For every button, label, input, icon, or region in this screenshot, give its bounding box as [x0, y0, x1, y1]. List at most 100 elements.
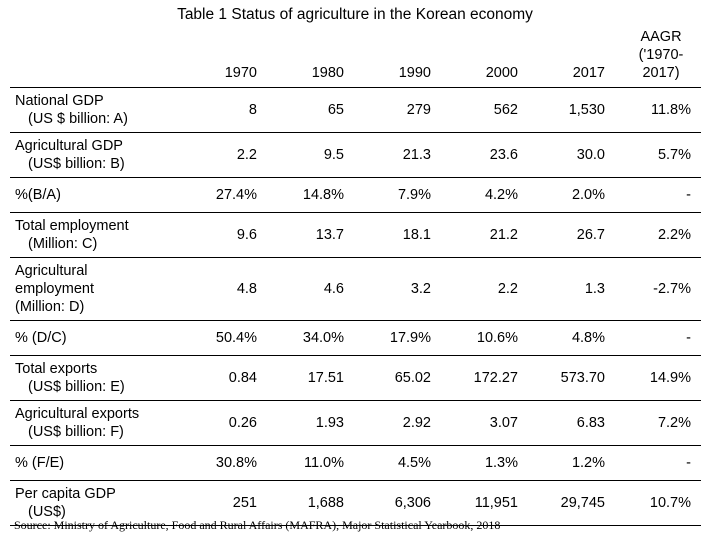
row-label: Total employment (Million: C) — [10, 213, 178, 258]
value-cell: 4.6 — [323, 281, 344, 297]
table-row: Agricultural GDP (US$ billion: B) 2.2 9.5 21… — [10, 132, 701, 178]
value-cell: 30.0 — [576, 147, 605, 163]
value-cell: 4.8% — [571, 330, 605, 346]
header-year: 2017 — [572, 65, 605, 81]
row-label-line: (US$) — [28, 504, 66, 520]
row-label: % (F/E) — [10, 446, 178, 481]
value-cell: 26.7 — [576, 227, 605, 243]
row-label-line: (Million: C) — [28, 236, 98, 252]
value-cell: 3.07 — [489, 415, 518, 431]
value-cell: 10.6% — [476, 330, 518, 346]
row-label-line: % (D/C) — [15, 330, 67, 346]
value-cell: 65 — [327, 102, 344, 118]
row-label-line: (US $ billion: A) — [28, 111, 128, 127]
header-year: 1990 — [398, 65, 431, 81]
value-cell: 2.2 — [236, 147, 257, 163]
value-cell: 11.0% — [303, 455, 344, 471]
aagr-cell: 7.2% — [657, 415, 691, 431]
value-cell: 3.2 — [410, 281, 431, 297]
value-cell: 2.2 — [497, 281, 518, 297]
value-cell: 6.83 — [576, 415, 605, 431]
header-label-cell — [10, 28, 178, 88]
header-aagr-line: ('1970-2017) — [638, 47, 684, 81]
value-cell: 29,745 — [560, 495, 605, 511]
row-label-line: %(B/A) — [15, 187, 61, 203]
aagr-cell: - — [686, 455, 691, 471]
value-cell: 4.5% — [397, 455, 431, 471]
row-label: Total exports (US$ billion: E) — [10, 356, 178, 401]
row-label-line: Agricultural GDP — [15, 138, 123, 154]
value-cell: 1.93 — [315, 415, 344, 431]
row-label-line: Per capita GDP — [15, 486, 116, 502]
value-cell: 172.27 — [473, 370, 518, 386]
row-label: % (D/C) — [10, 321, 178, 356]
value-cell: 27.4% — [215, 187, 257, 203]
value-cell: 1,688 — [307, 495, 344, 511]
value-cell: 34.0% — [302, 330, 344, 346]
table-row: Per capita GDP (US$) 251 1,688 6,306 11,951 29… — [10, 480, 701, 526]
table-row: Total employment (Million: C) 9.6 13.7 18.1 2… — [10, 212, 701, 258]
row-label-line: % (F/E) — [15, 455, 65, 471]
header-aagr-line: AAGR — [640, 29, 682, 45]
value-cell: 30.8% — [215, 455, 257, 471]
value-cell: 17.51 — [307, 370, 344, 386]
table-row: Agricultural employment (Million: D) 4.8 4.6… — [10, 257, 701, 321]
aagr-cell: - — [686, 330, 691, 346]
aagr-cell: 5.7% — [657, 147, 691, 163]
header-year: 1970 — [224, 65, 257, 81]
row-label-line: employment — [15, 281, 94, 297]
value-cell: 21.2 — [489, 227, 518, 243]
value-cell: 9.5 — [323, 147, 344, 163]
aagr-cell: -2.7% — [653, 281, 691, 297]
value-cell: 18.1 — [402, 227, 431, 243]
value-cell: 2.92 — [402, 415, 431, 431]
value-cell: 17.9% — [389, 330, 431, 346]
agriculture-table: 1970 1980 1990 2000 2017 AAGR ('1970-201… — [10, 28, 701, 526]
value-cell: 50.4% — [215, 330, 257, 346]
aagr-cell: 2.2% — [657, 227, 691, 243]
row-label-line: (US$ billion: E) — [28, 379, 125, 395]
value-cell: 0.26 — [228, 415, 257, 431]
row-label: Agricultural exports (US$ billion: F) — [10, 401, 178, 446]
header-year: 2000 — [485, 65, 518, 81]
table-row: %(B/A) 27.4% 14.8% 7.9% 4.2% 2.0% - — [10, 177, 701, 213]
table-row: % (F/E) 30.8% 11.0% 4.5% 1.3% 1.2% - — [10, 445, 701, 481]
aagr-cell: - — [686, 187, 691, 203]
row-label: Agricultural employment (Million: D) — [10, 258, 178, 321]
table-row: Agricultural exports (US$ billion: F) 0.26… — [10, 400, 701, 446]
source-note: Source: Ministry of Agriculture, Food an… — [14, 518, 501, 532]
header-aagr: AAGR ('1970-2017) — [613, 28, 701, 88]
value-cell: 251 — [232, 495, 257, 511]
value-cell: 4.2% — [484, 187, 518, 203]
row-label-line: (US$ billion: B) — [28, 156, 125, 172]
value-cell: 562 — [493, 102, 518, 118]
value-cell: 1,530 — [568, 102, 605, 118]
value-cell: 1.3 — [584, 281, 605, 297]
value-cell: 9.6 — [236, 227, 257, 243]
table-row: National GDP (US $ billion: A) 8 65 279 562 1,… — [10, 87, 701, 133]
row-label-line: Total employment — [15, 218, 129, 234]
row-label-line: (US$ billion: F) — [28, 424, 124, 440]
row-label: Per capita GDP (US$) — [10, 481, 178, 526]
table-row: Total exports (US$ billion: E) 0.84 17.51 65… — [10, 355, 701, 401]
aagr-cell: 10.7% — [649, 495, 691, 511]
table-header: 1970 1980 1990 2000 2017 AAGR ('1970-201… — [10, 28, 701, 88]
value-cell: 279 — [406, 102, 431, 118]
row-label: Agricultural GDP (US$ billion: B) — [10, 133, 178, 178]
value-cell: 0.84 — [228, 370, 257, 386]
value-cell: 4.8 — [236, 281, 257, 297]
table-row: % (D/C) 50.4% 34.0% 17.9% 10.6% 4.8% - — [10, 320, 701, 356]
value-cell: 7.9% — [397, 187, 431, 203]
row-label-line: Agricultural — [15, 263, 88, 279]
row-label-line: Agricultural exports — [15, 406, 140, 422]
value-cell: 1.3% — [484, 455, 518, 471]
row-label: National GDP (US $ billion: A) — [10, 88, 178, 133]
header-year: 1980 — [311, 65, 344, 81]
row-label: %(B/A) — [10, 178, 178, 213]
value-cell: 65.02 — [394, 370, 431, 386]
value-cell: 6,306 — [394, 495, 431, 511]
value-cell: 573.70 — [560, 370, 605, 386]
table-title: Table 1 Status of agriculture in the Kor… — [177, 6, 533, 23]
value-cell: 8 — [248, 102, 257, 118]
aagr-cell: 14.9% — [649, 370, 691, 386]
